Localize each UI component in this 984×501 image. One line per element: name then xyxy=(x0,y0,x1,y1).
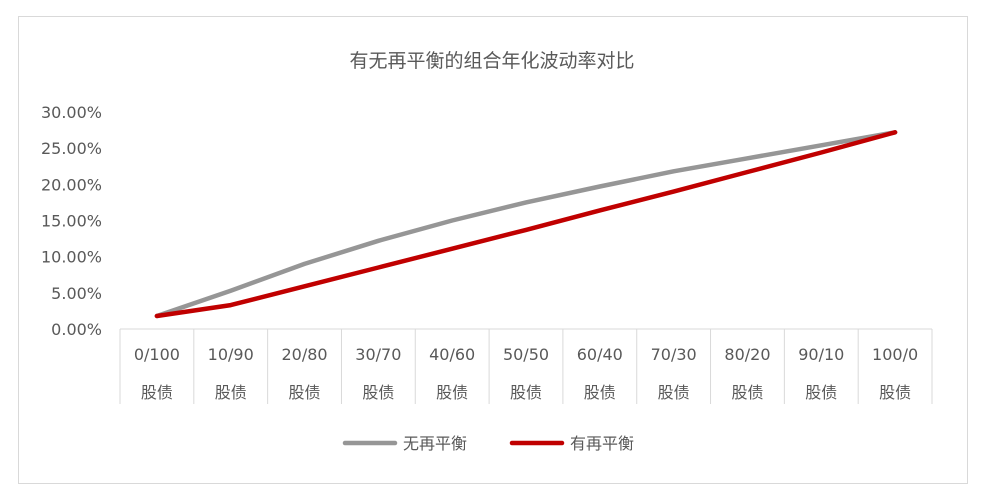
x-tick-label: 40/60 xyxy=(429,345,475,364)
x-axis: 0/100 股债 10/90 股债 20/80 股债 30/70 股债 40/60 股债 50/50… xyxy=(119,328,933,404)
x-tick-label: 50/50 xyxy=(503,345,549,364)
x-tick-label: 70/30 xyxy=(651,345,697,364)
legend: 无再平衡 有再平衡 xyxy=(342,434,634,453)
x-tick-label: 股债 xyxy=(658,383,690,402)
y-tick-label: 25.00% xyxy=(41,139,102,158)
x-tick-label: 股债 xyxy=(289,383,321,402)
chart-title: 有无再平衡的组合年化波动率对比 xyxy=(349,50,634,72)
x-tick-label: 60/40 xyxy=(577,345,623,364)
x-tick-label: 股债 xyxy=(436,383,468,402)
y-tick-label: 10.00% xyxy=(41,248,102,267)
x-tick-label: 0/100 xyxy=(134,345,180,364)
x-tick-label: 股债 xyxy=(879,383,911,402)
legend-label: 有再平衡 xyxy=(570,434,634,453)
x-tick-label: 90/10 xyxy=(798,345,844,364)
y-tick-label: 0.00% xyxy=(51,320,102,339)
x-tick-label: 10/90 xyxy=(208,345,254,364)
y-tick-label: 15.00% xyxy=(41,212,102,231)
x-tick-label: 股债 xyxy=(141,383,173,402)
x-tick-label: 100/0 xyxy=(872,345,918,364)
series-line-1 xyxy=(154,130,898,319)
chart-frame xyxy=(18,16,968,484)
x-tick-label: 股债 xyxy=(731,383,763,402)
legend-label: 无再平衡 xyxy=(403,434,467,453)
x-tick-label: 股债 xyxy=(805,383,837,402)
y-tick-label: 20.00% xyxy=(41,175,102,194)
series-layer xyxy=(154,130,898,319)
x-tick-label: 股债 xyxy=(362,383,394,402)
x-tick-label: 股债 xyxy=(584,383,616,402)
x-tick-label: 80/20 xyxy=(724,345,770,364)
x-tick-label: 20/80 xyxy=(281,345,327,364)
x-tick-label: 股债 xyxy=(215,383,247,402)
y-tick-label: 5.00% xyxy=(51,284,102,303)
x-tick-label: 30/70 xyxy=(355,345,401,364)
y-tick-label: 30.00% xyxy=(41,103,102,122)
y-axis-ticks: 0.00% 5.00% 10.00% 15.00% 20.00% 25.00% 30.00% xyxy=(41,103,102,339)
series-line-0 xyxy=(154,130,898,319)
x-tick-label: 股债 xyxy=(510,383,542,402)
